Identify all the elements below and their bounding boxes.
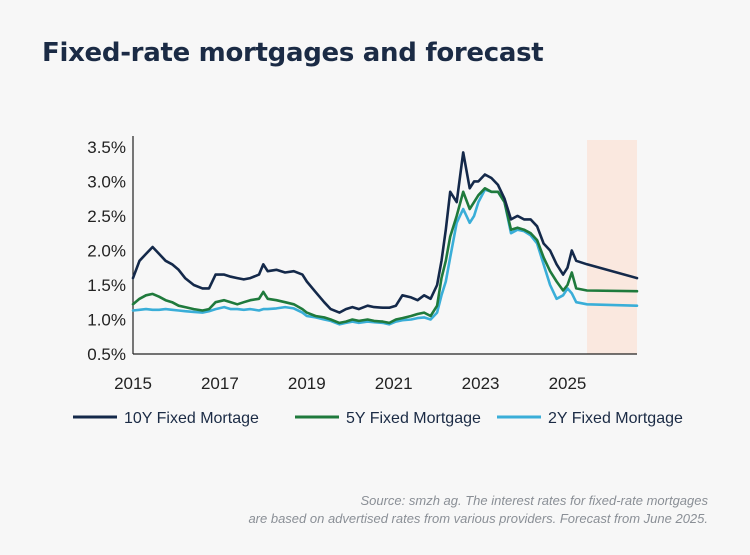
y-tick-label: 2.0%	[87, 241, 126, 260]
line-chart: 0.5% 1.0% 1.5% 2.0% 2.5% 3.0% 3.5% 2015 2017 2019…	[73, 136, 683, 427]
x-tick-label: 2021	[375, 374, 413, 393]
x-tick-label: 2025	[549, 374, 587, 393]
y-tick-label: 1.5%	[87, 276, 126, 295]
axes: 0.5% 1.0% 1.5% 2.0% 2.5% 3.0% 3.5% 2015 2017 2019…	[87, 136, 637, 393]
y-tick-label: 3.5%	[87, 138, 126, 157]
forecast-shade	[587, 140, 637, 354]
series-lines	[131, 151, 639, 326]
y-tick-label: 3.0%	[87, 172, 126, 191]
x-tick-label: 2017	[201, 374, 239, 393]
legend-label: 2Y Fixed Mortgage	[548, 410, 683, 427]
x-tick-label: 2019	[288, 374, 326, 393]
series-line-10y	[131, 151, 639, 314]
forecast-region	[587, 140, 637, 354]
legend: 10Y Fixed Mortage 5Y Fixed Mortgage 2Y Fix…	[73, 410, 683, 427]
series-line-2y	[131, 188, 639, 326]
legend-item-2y: 2Y Fixed Mortgage	[497, 410, 683, 427]
source-line-1: Source: smzh ag. The interest rates for …	[360, 493, 708, 508]
chart-title: Fixed-rate mortgages and forecast	[42, 38, 544, 68]
series-line-5y	[131, 187, 639, 325]
y-tick-label: 0.5%	[87, 345, 126, 364]
legend-item-5y: 5Y Fixed Mortgage	[295, 410, 481, 427]
legend-label: 10Y Fixed Mortage	[124, 410, 259, 427]
legend-label: 5Y Fixed Mortgage	[346, 410, 481, 427]
y-tick-label: 2.5%	[87, 207, 126, 226]
source-note: Source: smzh ag. The interest rates for …	[148, 492, 708, 528]
x-tick-label: 2023	[462, 374, 500, 393]
y-tick-label: 1.0%	[87, 310, 126, 329]
source-line-2: are based on advertised rates from vario…	[248, 511, 708, 526]
x-tick-label: 2015	[114, 374, 152, 393]
legend-item-10y: 10Y Fixed Mortage	[73, 410, 259, 427]
